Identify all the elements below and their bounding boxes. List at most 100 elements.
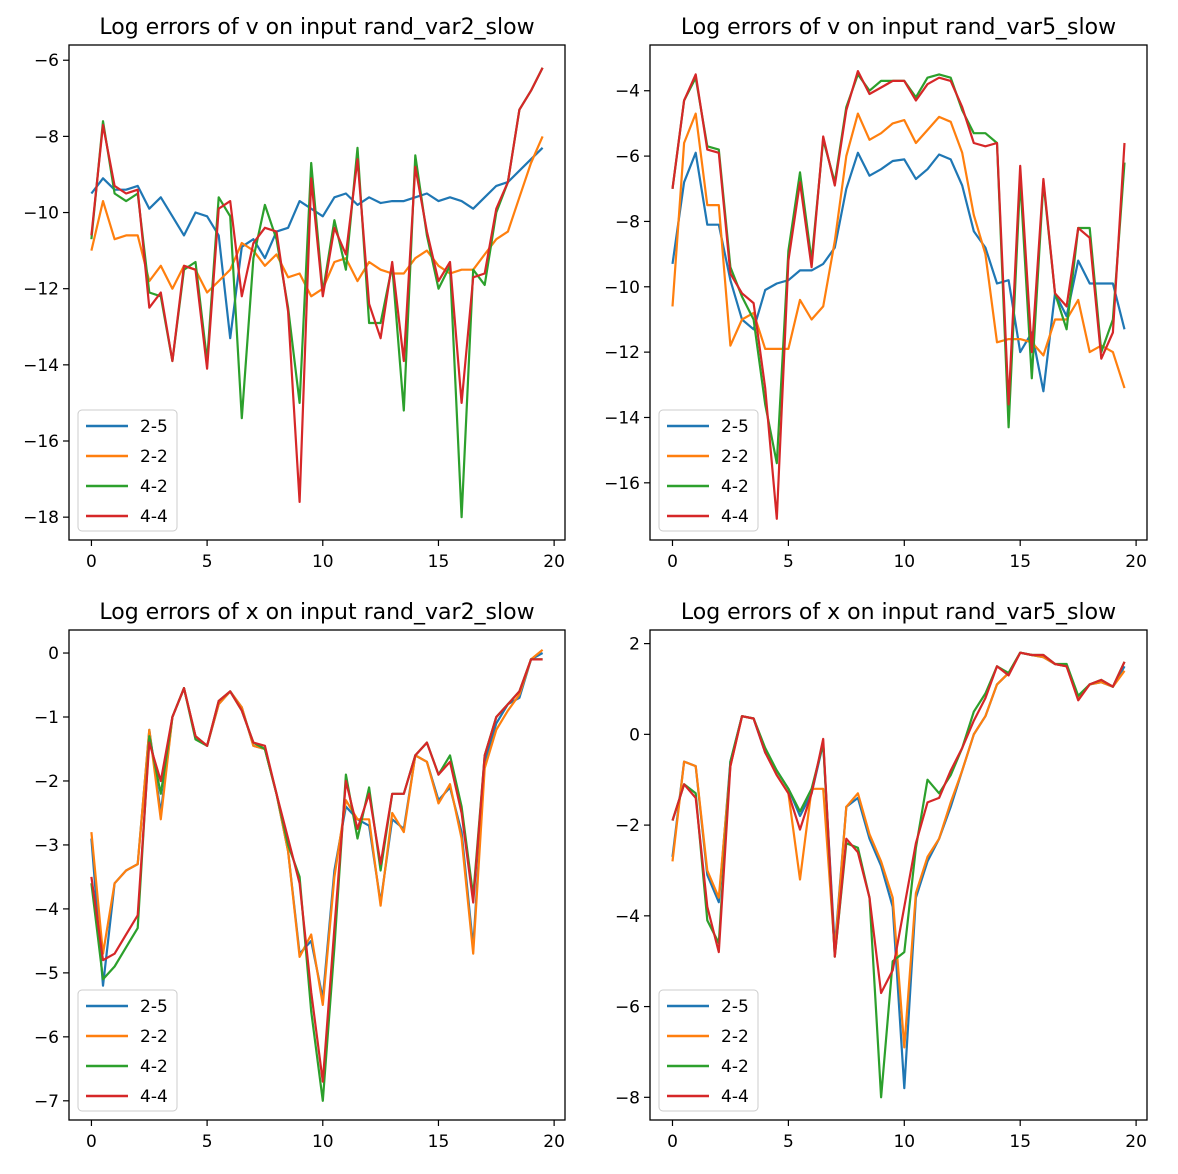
y-tick-label: 2 xyxy=(629,635,640,655)
legend: 2-5 2-2 4-2 4-4 xyxy=(658,989,759,1112)
series-line-2-5 xyxy=(671,151,1126,393)
subplot-4: Log errors of x on input rand_var5_slow 0… xyxy=(615,600,1148,1152)
series-line-2-2 xyxy=(90,648,544,1007)
x-tick-label: 15 xyxy=(1009,552,1031,572)
legend-label-2-2: 2-2 xyxy=(721,447,749,467)
y-tick-label: −1 xyxy=(34,708,59,728)
series-line-2-2 xyxy=(671,112,1126,389)
chart-title: Log errors of v on input rand_var2_slow xyxy=(99,15,534,40)
y-tick-label: −18 xyxy=(23,508,59,528)
y-tick-label: −6 xyxy=(34,51,59,71)
y-tick-label: −10 xyxy=(23,204,59,224)
y-tick-label: −6 xyxy=(615,147,640,167)
axes-frame xyxy=(649,44,1148,541)
series-line-4-4 xyxy=(671,651,1126,995)
series-line-2-5 xyxy=(90,147,544,340)
series-line-2-2 xyxy=(90,135,544,298)
x-tick-label: 5 xyxy=(202,1132,213,1152)
x-tick-label: 20 xyxy=(1125,552,1147,572)
legend: 2-5 2-2 4-2 4-4 xyxy=(77,409,178,532)
y-tick-label: 0 xyxy=(48,644,59,664)
x-tick-label: 20 xyxy=(543,1132,565,1152)
x-tick-label: 5 xyxy=(202,552,213,572)
series-line-4-4 xyxy=(671,69,1126,520)
x-tick-label: 15 xyxy=(428,552,450,572)
series-group xyxy=(90,67,544,519)
legend-box xyxy=(77,409,178,532)
x-tick-label: 5 xyxy=(783,552,794,572)
chart-title: Log errors of x on input rand_var5_slow xyxy=(681,600,1116,625)
legend-box xyxy=(77,989,178,1112)
legend-label-4-4: 4-4 xyxy=(140,1087,168,1107)
x-tick-label: 5 xyxy=(783,1132,794,1152)
y-tick-label: −10 xyxy=(604,278,640,298)
y-tick-label: −16 xyxy=(604,474,640,494)
x-tick-label: 10 xyxy=(893,552,915,572)
chart-title: Log errors of v on input rand_var5_slow xyxy=(681,15,1116,40)
subplot-1: Log errors of v on input rand_var2_slow 0… xyxy=(23,15,566,572)
legend: 2-5 2-2 4-2 4-4 xyxy=(77,989,178,1112)
series-group xyxy=(671,651,1126,1099)
legend-label-4-2: 4-2 xyxy=(721,1057,749,1077)
series-line-4-4 xyxy=(90,658,543,1083)
y-tick-label: 0 xyxy=(629,725,640,745)
legend-label-4-4: 4-4 xyxy=(721,1087,749,1107)
legend-label-4-2: 4-2 xyxy=(721,477,749,497)
series-line-2-5 xyxy=(90,652,544,1000)
y-tick-label: −3 xyxy=(34,836,59,856)
legend-label-2-5: 2-5 xyxy=(721,997,749,1017)
y-tick-label: −8 xyxy=(615,1088,640,1108)
legend: 2-5 2-2 4-2 4-4 xyxy=(658,409,759,532)
x-tick-label: 15 xyxy=(1009,1132,1031,1152)
y-tick-label: −5 xyxy=(34,964,59,984)
axes-frame xyxy=(649,629,1148,1121)
series-group xyxy=(90,648,544,1102)
y-tick-label: −4 xyxy=(615,82,640,102)
x-tick-label: 10 xyxy=(312,552,334,572)
series-line-4-2 xyxy=(671,73,1126,465)
legend-label-4-2: 4-2 xyxy=(140,477,168,497)
y-tick-label: −2 xyxy=(615,816,640,836)
x-tick-label: 20 xyxy=(1125,1132,1147,1152)
subplot-3: Log errors of x on input rand_var2_slow 0… xyxy=(34,600,566,1152)
y-tick-label: −6 xyxy=(34,1028,59,1048)
legend-box xyxy=(658,989,759,1112)
y-tick-label: −4 xyxy=(615,907,640,927)
x-tick-label: 0 xyxy=(86,1132,97,1152)
legend-label-4-4: 4-4 xyxy=(721,507,749,527)
y-tick-label: −4 xyxy=(34,900,59,920)
series-line-4-4 xyxy=(90,67,544,503)
legend-label-2-5: 2-5 xyxy=(140,417,168,437)
x-tick-label: 10 xyxy=(893,1132,915,1152)
x-tick-label: 0 xyxy=(86,552,97,572)
y-tick-label: −8 xyxy=(615,212,640,232)
legend-box xyxy=(658,409,759,532)
y-tick-label: −7 xyxy=(34,1092,59,1112)
axes-frame xyxy=(68,629,566,1121)
y-tick-label: −14 xyxy=(23,356,59,376)
legend-label-2-2: 2-2 xyxy=(140,447,168,467)
legend-label-2-5: 2-5 xyxy=(721,417,749,437)
y-tick-label: −8 xyxy=(34,127,59,147)
x-tick-label: 15 xyxy=(428,1132,450,1152)
legend-label-4-2: 4-2 xyxy=(140,1057,168,1077)
y-tick-label: −6 xyxy=(615,998,640,1018)
chart-title: Log errors of x on input rand_var2_slow xyxy=(99,600,534,625)
y-tick-label: −12 xyxy=(23,280,59,300)
y-tick-label: −14 xyxy=(604,408,640,428)
series-group xyxy=(671,69,1126,520)
y-tick-label: −2 xyxy=(34,772,59,792)
subplot-2: Log errors of v on input rand_var5_slow 0… xyxy=(604,15,1148,572)
legend-label-2-2: 2-2 xyxy=(721,1027,749,1047)
x-tick-label: 0 xyxy=(667,1132,678,1152)
legend-label-4-4: 4-4 xyxy=(140,507,168,527)
axes-frame xyxy=(68,44,566,541)
legend-label-2-5: 2-5 xyxy=(140,997,168,1017)
x-tick-label: 10 xyxy=(312,1132,334,1152)
y-tick-label: −16 xyxy=(23,432,59,452)
x-tick-label: 20 xyxy=(543,552,565,572)
x-tick-label: 0 xyxy=(667,552,678,572)
legend-label-2-2: 2-2 xyxy=(140,1027,168,1047)
y-tick-label: −12 xyxy=(604,343,640,363)
